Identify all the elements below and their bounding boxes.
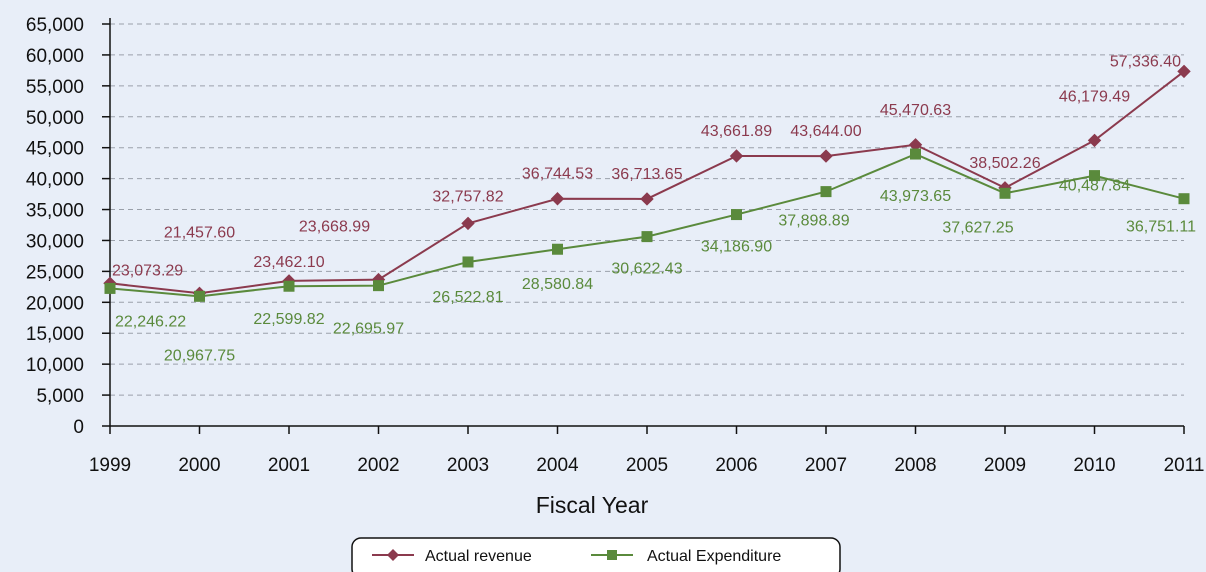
x-tick-label: 2005	[626, 455, 668, 476]
legend-diamond-marker	[387, 549, 399, 561]
expenditure-data-label: 43,973.65	[880, 188, 951, 205]
expenditure-data-label: 22,695.97	[333, 321, 404, 338]
expenditure-data-label: 36,751.11	[1126, 219, 1196, 236]
x-tick-label: 2002	[357, 455, 399, 476]
expenditure-point	[731, 209, 742, 221]
x-tick-label: 1999	[89, 455, 131, 476]
x-tick-label: 2003	[447, 455, 489, 476]
expenditure-data-label: 22,599.82	[253, 311, 324, 328]
y-tick-label: 45,000	[26, 139, 84, 160]
revenue-point	[550, 192, 565, 206]
revenue-data-label: 36,744.53	[522, 166, 593, 183]
expenditure-point	[1089, 170, 1100, 182]
revenue-data-label: 23,668.99	[299, 219, 370, 236]
data-labels: 23,073.29 21,457.60 23,462.10 23,668.99 32,7…	[112, 53, 1196, 364]
expenditure-point	[910, 148, 921, 160]
revenue-point	[1177, 64, 1191, 79]
y-tick-label: 15,000	[26, 324, 84, 345]
y-tick-label: 50,000	[26, 108, 84, 129]
revenue-data-label: 46,179.49	[1059, 88, 1130, 105]
expenditure-data-label: 26,522.81	[432, 289, 503, 306]
revenue-data-label: 36,713.65	[611, 166, 682, 183]
expenditure-point	[552, 243, 563, 255]
x-tick-label: 2001	[268, 455, 310, 476]
expenditure-point	[999, 187, 1011, 199]
revenue-data-label: 23,462.10	[253, 254, 324, 271]
revenue-data-label: 23,073.29	[112, 262, 183, 279]
revenue-data-label: 21,457.60	[164, 224, 235, 241]
expenditure-point	[194, 290, 205, 302]
expenditure-point	[283, 280, 295, 292]
x-tick-label: 2011	[1164, 455, 1205, 476]
x-tick-label: 2000	[178, 455, 220, 476]
y-tick-label: 40,000	[26, 170, 84, 191]
x-tick-label: 2010	[1073, 455, 1115, 476]
y-tick-label: 25,000	[26, 262, 84, 283]
expenditure-point	[462, 256, 474, 268]
revenue-data-label: 43,644.00	[790, 123, 861, 140]
expenditure-point	[1178, 193, 1190, 205]
x-axis-ticks: 1999 2000 2001 2002 2003 2004 2005 2006 2007 2008…	[89, 426, 1205, 476]
revenue-data-label: 45,470.63	[880, 102, 951, 119]
expenditure-point	[641, 231, 653, 243]
y-tick-label: 30,000	[26, 231, 84, 252]
legend-label: Actual revenue	[425, 548, 532, 565]
revenue-point	[819, 149, 833, 163]
expenditure-data-label: 37,627.25	[942, 219, 1013, 236]
revenue-data-label: 57,336.40	[1110, 53, 1181, 70]
y-tick-label: 60,000	[26, 46, 84, 67]
revenue-data-label: 38,502.26	[969, 155, 1040, 172]
x-tick-label: 2008	[894, 455, 936, 476]
expenditure-data-label: 37,898.89	[778, 213, 849, 230]
y-tick-label: 65,000	[26, 15, 84, 36]
expenditure-data-label: 30,622.43	[611, 261, 682, 278]
legend: Actual revenue Actual Expenditure	[351, 537, 841, 572]
y-tick-label: 55,000	[26, 77, 84, 98]
revenue-data-label: 32,757.82	[432, 188, 503, 205]
series-group	[103, 64, 1191, 302]
revenue-point	[1087, 133, 1102, 148]
x-tick-label: 2006	[715, 455, 757, 476]
expenditure-data-label: 40,487.84	[1059, 178, 1130, 195]
legend-square-marker	[607, 550, 617, 560]
gridlines	[110, 23, 1184, 396]
axes	[109, 18, 1184, 427]
legend-label: Actual Expenditure	[647, 548, 781, 565]
y-tick-label: 35,000	[26, 201, 84, 222]
x-tick-label: 2007	[805, 455, 847, 476]
x-axis-title: Fiscal Year	[536, 492, 649, 518]
expenditure-data-label: 22,246.22	[115, 313, 186, 330]
revenue-point	[729, 149, 744, 163]
expenditure-data-label: 34,186.90	[701, 239, 772, 256]
y-tick-label: 5,000	[36, 386, 84, 407]
x-tick-label: 2004	[536, 455, 579, 476]
x-tick-label: 2009	[984, 455, 1026, 476]
y-axis-ticks: 0 5,000 10,000 15,000 20,000 25,000 30,000 35,0…	[26, 15, 110, 438]
expenditure-data-label: 28,580.84	[522, 276, 593, 293]
revenue-point	[640, 192, 654, 206]
expenditure-point	[104, 282, 116, 294]
y-tick-label: 0	[73, 417, 84, 438]
expenditure-data-label: 20,967.75	[164, 347, 235, 364]
y-tick-label: 10,000	[26, 355, 84, 376]
expenditure-point	[820, 186, 832, 198]
expenditure-point	[373, 280, 384, 292]
revenue-point	[461, 216, 475, 231]
revenue-data-label: 43,661.89	[701, 123, 772, 140]
y-tick-label: 20,000	[26, 293, 84, 314]
